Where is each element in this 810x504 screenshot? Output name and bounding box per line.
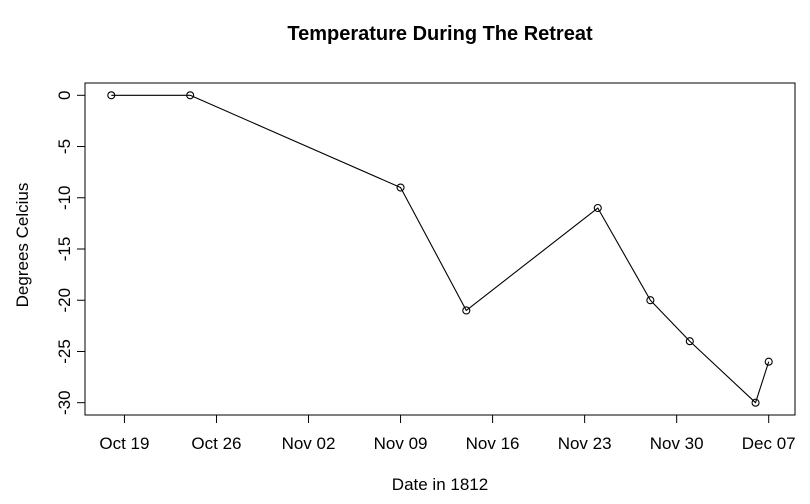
y-tick-label: -5 [55,139,74,154]
data-point-marker [186,91,195,100]
y-axis-label: Degrees Celcius [13,183,32,308]
x-tick-label: Nov 30 [650,434,704,453]
data-point-marker [107,91,116,100]
x-tick-label: Oct 26 [191,434,241,453]
y-tick-label: 0 [55,91,74,100]
x-tick-label: Nov 02 [282,434,336,453]
y-tick-label: -10 [55,185,74,210]
plot-border [84,82,796,416]
y-tick-label: -15 [55,237,74,262]
y-tick-label: -20 [55,288,74,313]
data-point-marker [396,183,405,192]
x-axis-label: Date in 1812 [392,475,488,494]
y-tick-label: -30 [55,390,74,415]
data-line [111,94,770,404]
data-point-marker [751,398,760,407]
x-tick-label: Nov 16 [466,434,520,453]
data-point-marker [685,337,694,346]
data-point-marker [593,203,602,213]
x-tick-label: Nov 09 [374,434,428,453]
x-tick-label: Dec 07 [742,434,796,453]
x-tick-label: Oct 19 [99,434,149,453]
data-point-marker [462,306,471,315]
plot-title: Temperature During The Retreat [287,23,593,45]
data-point-marker [764,357,773,366]
x-tick-label: Nov 23 [558,434,612,453]
data-point-marker [646,296,655,305]
y-tick-label: -25 [55,339,74,364]
